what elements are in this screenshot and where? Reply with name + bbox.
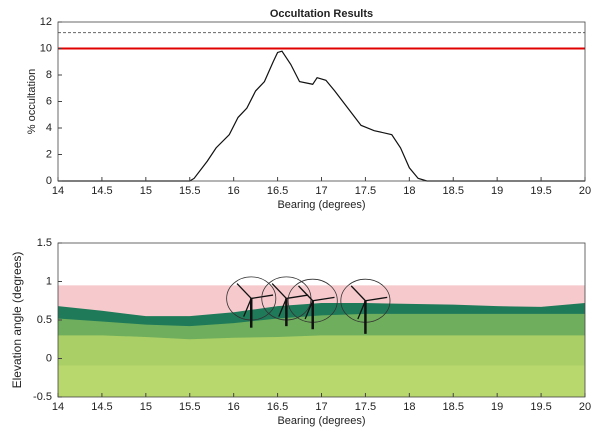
y-tick-label: 2 <box>46 148 52 160</box>
x-tick-label: 18.5 <box>443 185 464 197</box>
x-tick-label: 16 <box>228 185 240 197</box>
y-tick-label: 6 <box>46 95 52 107</box>
x-tick-label: 16.5 <box>267 185 288 197</box>
x-tick-label: 20 <box>579 401 591 413</box>
x-tick-label: 17.5 <box>355 185 376 197</box>
axes-frame <box>57 21 586 182</box>
x-tick-label: 15 <box>140 401 152 413</box>
occultation-line <box>58 50 585 182</box>
blade <box>286 294 309 300</box>
x-tick-label: 20 <box>579 185 591 197</box>
y-tick-label: 10 <box>40 42 52 54</box>
blade <box>312 296 335 302</box>
y-axis-label: Elevation angle (degrees) <box>10 252 24 389</box>
x-tick-label: 14.5 <box>91 185 112 197</box>
x-axis-label: Bearing (degrees) <box>277 415 365 427</box>
x-tick-label: 18 <box>403 185 415 197</box>
blade <box>236 283 252 299</box>
x-tick-label: 15 <box>140 185 152 197</box>
x-axis-label: Bearing (degrees) <box>277 199 365 211</box>
x-tick-label: 19.5 <box>530 185 551 197</box>
x-tick-label: 17.5 <box>355 401 376 413</box>
y-axis-label: % occultation <box>26 69 38 134</box>
x-tick-label: 19.5 <box>530 401 551 413</box>
y-tick-label: -0.5 <box>33 391 52 403</box>
y-tick-label: 8 <box>46 69 52 81</box>
ground <box>58 365 585 397</box>
x-tick-label: 15.5 <box>179 401 200 413</box>
x-tick-label: 14 <box>52 185 64 197</box>
y-tick-label: 1 <box>46 275 52 287</box>
blade <box>243 298 252 317</box>
y-tick-label: 4 <box>46 122 52 134</box>
x-tick-label: 17 <box>315 401 327 413</box>
x-tick-label: 16.5 <box>267 401 288 413</box>
x-tick-label: 18 <box>403 401 415 413</box>
chart-title: Occultation Results <box>270 8 373 20</box>
x-tick-label: 17 <box>315 185 327 197</box>
blade <box>278 298 287 317</box>
blade <box>304 300 314 320</box>
x-tick-label: 14 <box>52 401 64 413</box>
x-tick-label: 19 <box>491 401 503 413</box>
x-tick-label: 16 <box>228 401 240 413</box>
y-tick-label: 12 <box>40 16 52 28</box>
y-tick-label: 1.5 <box>37 237 52 249</box>
blade <box>365 296 388 302</box>
blade <box>298 285 314 302</box>
y-tick-label: 0 <box>46 175 52 187</box>
blade <box>357 300 367 320</box>
y-tick-label: 0 <box>46 352 52 364</box>
x-tick-label: 15.5 <box>179 185 200 197</box>
blade <box>350 285 366 302</box>
x-tick-label: 14.5 <box>91 401 112 413</box>
x-tick-label: 18.5 <box>443 401 464 413</box>
blade <box>271 283 287 299</box>
y-tick-label: 0.5 <box>37 314 52 326</box>
x-tick-label: 19 <box>491 185 503 197</box>
